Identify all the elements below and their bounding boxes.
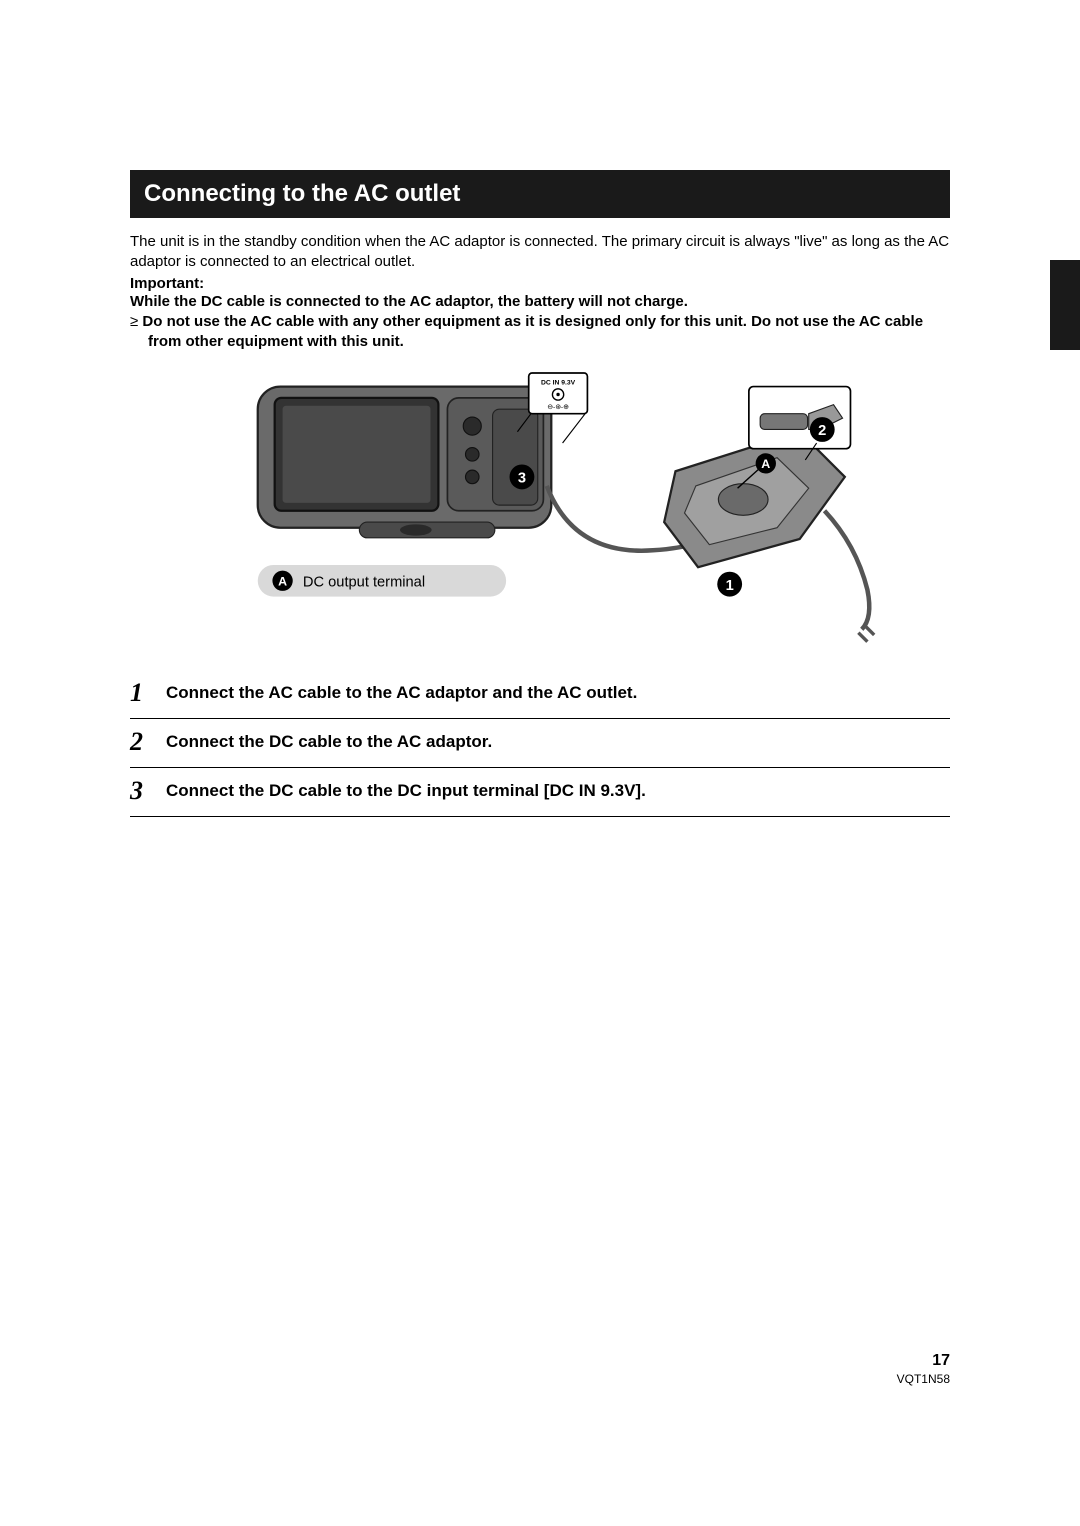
bullet-warning: Do not use the AC cable with any other e… [130,312,950,353]
section-title: Connecting to the AC outlet [144,180,460,207]
intro-paragraph: The unit is in the standby condition whe… [130,232,950,273]
page-side-tab [1050,260,1080,350]
callout-1: 1 [717,572,742,597]
legend-a-text: DC output terminal [303,575,425,591]
doc-code: VQT1N58 [897,1372,950,1386]
step-row: 1 Connect the AC cable to the AC adaptor… [130,670,950,719]
svg-text:2: 2 [818,423,826,439]
step-text: Connect the AC cable to the AC adaptor a… [166,683,637,703]
camcorder-icon [258,387,552,538]
connector-inset [749,387,851,460]
svg-text:⊖-⊛-⊕: ⊖-⊛-⊕ [547,404,569,411]
important-label: Important: [130,275,950,292]
step-text: Connect the DC cable to the AC adaptor. [166,732,492,752]
legend-a: A DC output terminal [258,565,506,597]
steps-list: 1 Connect the AC cable to the AC adaptor… [130,670,950,817]
step-number: 1 [130,678,154,708]
section-header: Connecting to the AC outlet [130,170,950,218]
step-row: 2 Connect the DC cable to the AC adaptor… [130,719,950,768]
step-row: 3 Connect the DC cable to the DC input t… [130,768,950,817]
ac-adaptor-icon [664,432,845,567]
step-number: 2 [130,727,154,757]
step-number: 3 [130,776,154,806]
step-text: Connect the DC cable to the DC input ter… [166,781,646,801]
page-footer: 17 VQT1N58 [897,1352,950,1386]
dc-in-label: DC IN 9.3V [541,380,576,387]
warning-line: While the DC cable is connected to the A… [130,292,950,312]
callout-2: 2 [810,417,835,442]
svg-text:A: A [278,575,287,589]
svg-text:1: 1 [726,578,734,594]
connection-diagram: DC IN 9.3V ⊖-⊛-⊕ A [190,364,890,651]
page-number: 17 [897,1352,950,1370]
diagram-svg: DC IN 9.3V ⊖-⊛-⊕ A [190,364,890,646]
ac-cable [825,511,870,630]
svg-text:3: 3 [518,471,526,487]
svg-text:A: A [761,457,770,471]
callout-3: 3 [510,465,535,490]
